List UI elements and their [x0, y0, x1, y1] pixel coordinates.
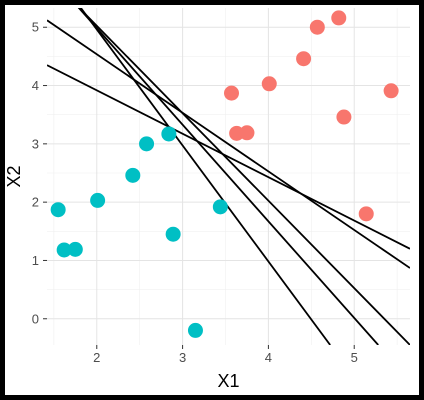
point-series2-8: [336, 109, 352, 125]
grid-minor: [47, 8, 410, 345]
separating-line-1: [47, 64, 410, 250]
point-series1-6: [139, 136, 155, 152]
y-axis-title: X2: [4, 165, 24, 187]
grid-major: [47, 8, 410, 345]
x-tick-label: 3: [179, 350, 186, 365]
separating-line-2: [47, 19, 410, 269]
point-series1-8: [165, 226, 181, 242]
separating-line-5: [79, 8, 331, 345]
x-tick-label: 2: [93, 350, 100, 365]
data-points: [50, 10, 399, 338]
point-series1-3: [67, 241, 83, 257]
y-tick-label: 2: [32, 195, 39, 210]
x-axis-ticks: 2 3 4 5: [93, 345, 358, 365]
y-tick-label: 3: [32, 136, 39, 151]
point-series2-6: [309, 19, 325, 35]
y-tick-label: 1: [32, 253, 39, 268]
point-series1-1: [50, 202, 66, 218]
separating-line-4: [77, 8, 379, 345]
point-series2-9: [358, 206, 374, 222]
point-series1-5: [125, 167, 141, 183]
point-series1-9: [187, 322, 203, 338]
x-tick-label: 5: [351, 350, 358, 365]
y-axis-ticks: 0 1 2 3 4 5: [32, 20, 47, 326]
y-tick-label: 4: [32, 78, 39, 93]
point-series1-10: [212, 199, 228, 215]
point-series1-4: [90, 192, 106, 208]
x-tick-label: 4: [265, 350, 272, 365]
point-series1-2: [56, 242, 72, 258]
y-tick-label: 0: [32, 311, 39, 326]
y-tick-label: 5: [32, 20, 39, 35]
point-series1-7: [161, 126, 177, 142]
point-series2-1: [224, 85, 240, 101]
separating-lines: [47, 8, 410, 345]
point-series2-3: [239, 125, 255, 141]
point-series2-5: [296, 51, 312, 67]
point-series2-7: [331, 10, 347, 26]
separating-line-3: [78, 8, 410, 345]
point-series2-10: [383, 83, 399, 99]
x-axis-title: X1: [217, 371, 239, 391]
point-series2-4: [261, 76, 277, 92]
